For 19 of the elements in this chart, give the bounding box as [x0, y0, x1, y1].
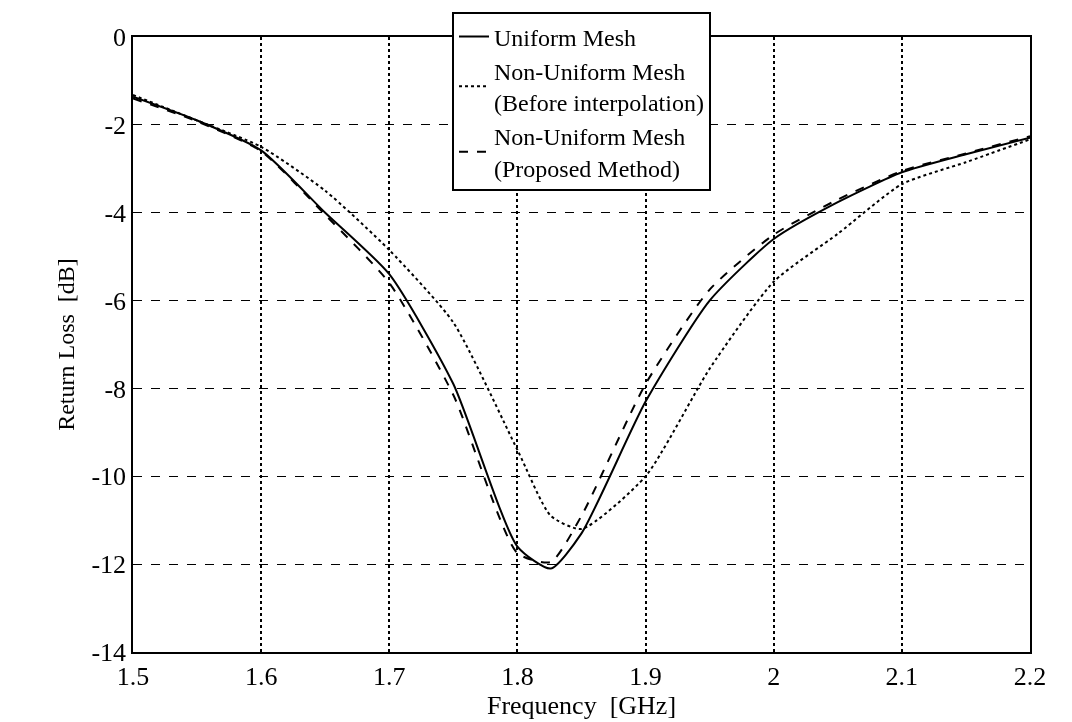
- y-axis-title: Return Loss [dB]: [52, 258, 79, 431]
- x-tick-label: 2.2: [1013, 661, 1047, 691]
- x-tick-label: 2.1: [885, 661, 919, 691]
- y-tick-label: -6: [104, 286, 127, 316]
- legend-label: Non-Uniform Mesh (Before interpolation): [494, 59, 704, 117]
- legend-label: Non-Uniform Mesh (Proposed Method): [494, 124, 686, 182]
- y-tick-label: -2: [104, 110, 127, 140]
- x-tick-label: 1.8: [501, 661, 534, 691]
- y-tick-label: 0: [113, 23, 127, 53]
- x-tick-label: 1.6: [244, 661, 278, 691]
- y-tick-label: -10: [91, 462, 127, 492]
- x-tick-label: 1.9: [629, 661, 662, 691]
- x-tick-label: 1.7: [373, 661, 406, 691]
- y-tick-label: -8: [104, 374, 127, 404]
- x-tick-label: 2: [767, 661, 781, 691]
- y-tick-label: -4: [104, 198, 127, 228]
- legend-label: Uniform Mesh: [494, 24, 636, 51]
- y-tick-label: -12: [91, 550, 127, 580]
- x-axis-title: Frequency [GHz]: [486, 690, 677, 720]
